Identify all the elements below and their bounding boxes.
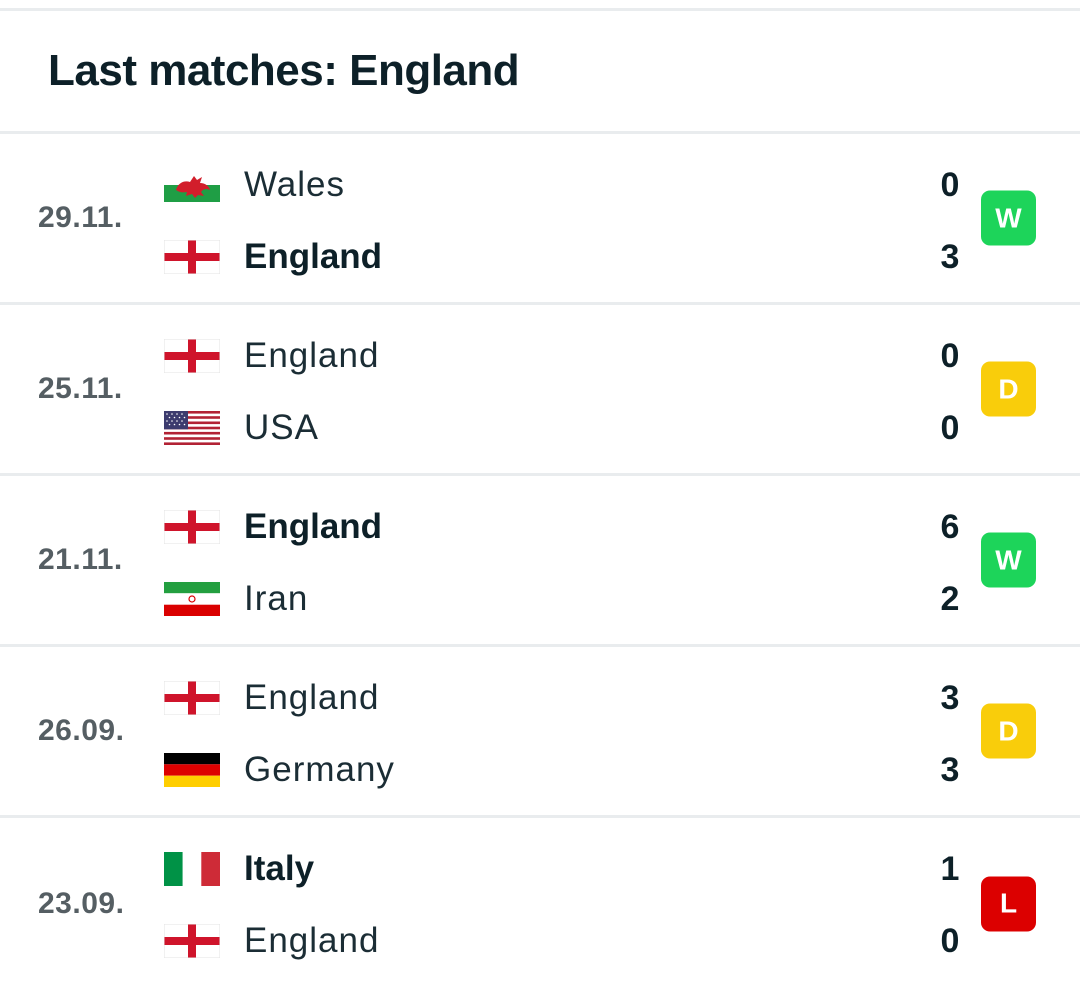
match-row[interactable]: 29.11. Wales 0 England 3 W: [0, 134, 1080, 305]
match-row[interactable]: 26.09. England 3 Germany 3 D: [0, 647, 1080, 818]
result-badge: L: [981, 876, 1036, 931]
match-date: 25.11.: [38, 372, 123, 405]
away-score: 0: [940, 921, 960, 960]
match-date: 23.09.: [38, 886, 125, 920]
home-score: 6: [940, 507, 960, 546]
away-team-name: Iran: [244, 579, 309, 618]
section-title: Last matches: England: [48, 46, 520, 95]
home-score: 0: [940, 336, 960, 375]
away-score: 0: [940, 408, 960, 447]
result-badge: D: [981, 703, 1036, 759]
away-team: USA 0: [164, 403, 959, 453]
away-team-name: USA: [244, 408, 319, 447]
away-score: 3: [940, 237, 960, 276]
away-score: 2: [940, 579, 960, 618]
home-team: England 3: [163, 673, 959, 723]
germany-flag-icon: [164, 753, 220, 787]
home-score: 3: [940, 678, 960, 717]
match-list: 29.11. Wales 0 England 3 W 25.11. Englan…: [0, 134, 1080, 989]
usa-flag-icon: [164, 411, 220, 445]
home-team: England 0: [163, 331, 959, 381]
home-team: England 6: [163, 502, 959, 552]
result-badge: D: [981, 361, 1036, 417]
match-row[interactable]: 21.11. England 6 Iran 2 W: [0, 476, 1080, 647]
away-team: Iran 2: [164, 574, 959, 624]
away-team-name: England: [244, 921, 380, 960]
section-header: Last matches: England: [0, 11, 1080, 134]
match-date: 21.11.: [38, 543, 123, 576]
away-score: 3: [940, 750, 960, 789]
away-team-name: Germany: [244, 750, 395, 789]
iran-flag-icon: [164, 582, 220, 616]
england-flag-icon: [163, 338, 221, 374]
away-team: Germany 3: [164, 745, 959, 795]
match-row[interactable]: 25.11. England 0 USA 0 D: [0, 305, 1080, 476]
home-team-name: England: [244, 678, 380, 717]
result-badge: W: [981, 532, 1036, 588]
home-score: 1: [940, 849, 960, 888]
match-date: 26.09.: [38, 714, 125, 747]
away-team: England 3: [163, 232, 959, 282]
home-team: Italy 1: [164, 844, 959, 894]
away-team: England 0: [163, 916, 959, 966]
match-row[interactable]: 23.09. Italy 1 England 0 L: [0, 818, 1080, 989]
england-flag-icon: [163, 509, 221, 545]
england-flag-icon: [163, 923, 221, 959]
italy-flag-icon: [164, 852, 220, 886]
match-date: 29.11.: [38, 201, 123, 234]
home-score: 0: [940, 165, 960, 204]
home-team-name: Italy: [244, 849, 315, 888]
away-team-name: England: [244, 237, 383, 276]
home-team-name: England: [244, 336, 380, 375]
result-badge: W: [981, 190, 1036, 246]
wales-flag-icon: [164, 168, 220, 202]
england-flag-icon: [163, 680, 221, 716]
home-team: Wales 0: [164, 160, 959, 210]
home-team-name: Wales: [244, 165, 345, 204]
home-team-name: England: [244, 507, 383, 546]
england-flag-icon: [163, 239, 221, 275]
top-divider: [0, 0, 1080, 11]
